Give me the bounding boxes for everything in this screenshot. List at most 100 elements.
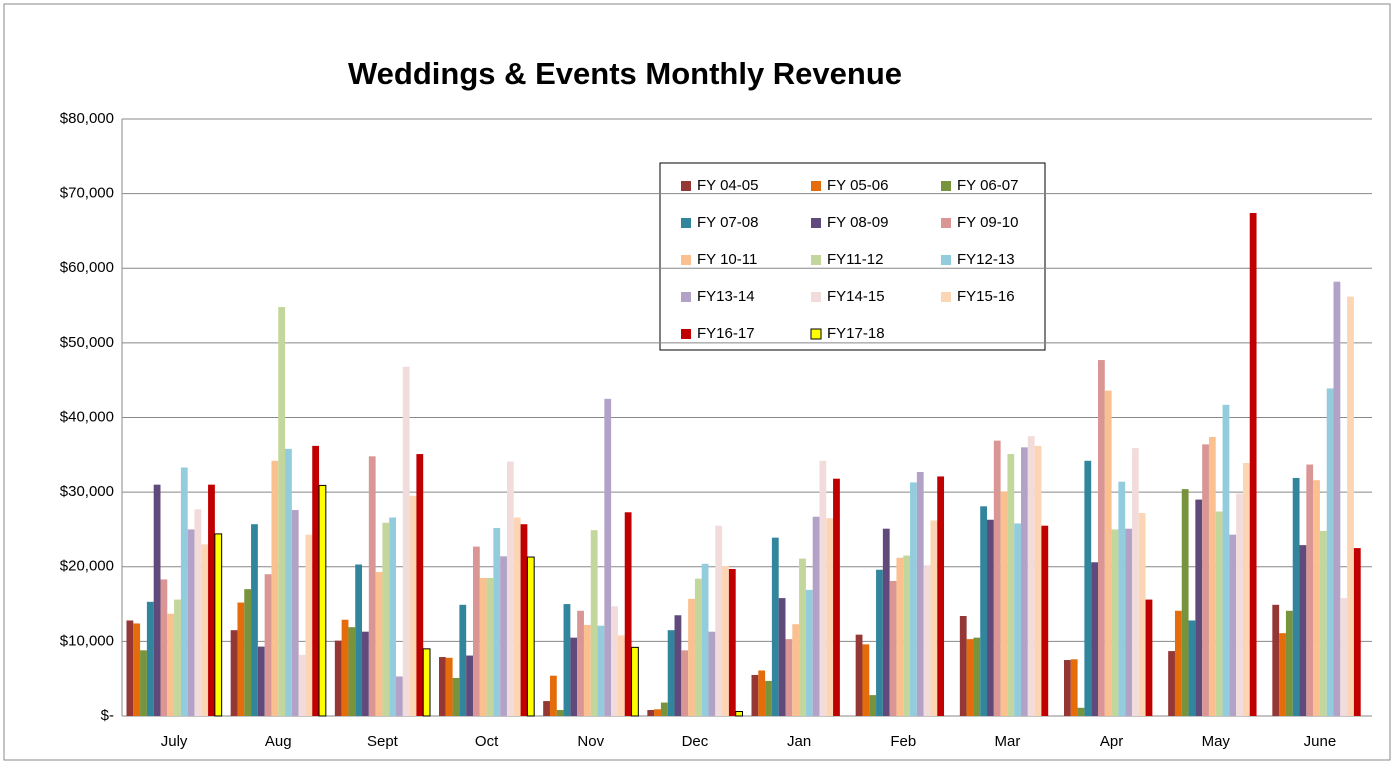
bar bbox=[375, 571, 383, 716]
bar bbox=[765, 680, 772, 716]
bar bbox=[368, 456, 376, 716]
bar bbox=[318, 484, 327, 717]
bar bbox=[694, 578, 702, 716]
bar bbox=[312, 445, 320, 716]
bar bbox=[1340, 598, 1348, 716]
bar bbox=[792, 624, 800, 716]
bar bbox=[980, 506, 988, 716]
bar bbox=[291, 510, 299, 716]
legend-swatch bbox=[811, 292, 821, 302]
bar bbox=[1347, 296, 1354, 716]
bar bbox=[201, 544, 209, 716]
bar bbox=[701, 563, 709, 716]
bar bbox=[1299, 545, 1307, 716]
bar bbox=[251, 524, 258, 716]
bar bbox=[1125, 528, 1132, 716]
bar bbox=[778, 598, 786, 716]
bar bbox=[1285, 610, 1293, 716]
bar bbox=[237, 602, 245, 716]
bar bbox=[334, 640, 342, 716]
bar bbox=[416, 454, 424, 716]
bar bbox=[966, 639, 974, 716]
bar bbox=[1236, 493, 1243, 716]
bar bbox=[1007, 454, 1015, 716]
bar bbox=[452, 677, 460, 716]
bar bbox=[355, 564, 363, 716]
bar bbox=[1188, 620, 1196, 716]
bar bbox=[556, 710, 564, 716]
bar bbox=[382, 522, 390, 716]
bar bbox=[715, 525, 723, 716]
bar bbox=[194, 509, 202, 716]
bar bbox=[305, 534, 313, 716]
legend-swatch bbox=[941, 181, 951, 191]
bar bbox=[869, 695, 877, 716]
bar bbox=[751, 674, 759, 716]
bar bbox=[826, 518, 834, 716]
legend-box bbox=[659, 162, 1046, 351]
bar bbox=[597, 625, 605, 716]
bar bbox=[862, 644, 870, 716]
bar bbox=[812, 516, 820, 716]
legend-label: FY11-12 bbox=[827, 251, 883, 268]
bar bbox=[396, 676, 403, 716]
y-tick-label: $40,000 bbox=[60, 408, 114, 425]
legend-swatch bbox=[941, 255, 951, 265]
bar bbox=[1111, 529, 1119, 716]
chart-title: Weddings & Events Monthly Revenue bbox=[348, 56, 902, 91]
legend-swatch bbox=[810, 328, 822, 340]
bar bbox=[1131, 448, 1139, 716]
bar bbox=[916, 471, 924, 716]
bar bbox=[167, 613, 175, 716]
bar bbox=[937, 476, 945, 716]
legend-swatch bbox=[941, 292, 951, 302]
bar bbox=[1145, 599, 1153, 716]
bar bbox=[543, 701, 550, 716]
legend-label: FY14-15 bbox=[827, 288, 885, 305]
y-tick-label: $80,000 bbox=[60, 110, 114, 127]
bar bbox=[1064, 660, 1071, 716]
bar bbox=[1091, 562, 1098, 716]
bar bbox=[577, 610, 584, 716]
bar bbox=[341, 619, 349, 716]
bar bbox=[1313, 480, 1320, 716]
bar bbox=[758, 670, 766, 716]
bar bbox=[674, 615, 682, 716]
legend-label: FY13-14 bbox=[697, 288, 755, 305]
bar bbox=[214, 533, 223, 717]
y-tick-label: $10,000 bbox=[60, 632, 114, 649]
bar bbox=[1333, 281, 1341, 716]
x-tick-label: July bbox=[161, 733, 188, 750]
x-tick-label: Sept bbox=[367, 733, 399, 750]
bar bbox=[1041, 525, 1049, 716]
bar bbox=[805, 589, 813, 716]
bar bbox=[987, 519, 994, 716]
legend-label: FY 04-05 bbox=[697, 177, 758, 194]
bar bbox=[735, 711, 744, 717]
legend-swatch bbox=[681, 255, 691, 265]
bar bbox=[479, 577, 487, 716]
x-tick-label: Aug bbox=[265, 733, 292, 750]
y-tick-label: $50,000 bbox=[60, 334, 114, 351]
y-tick-label: $30,000 bbox=[60, 483, 114, 500]
x-tick-label: Mar bbox=[994, 733, 1020, 750]
bar bbox=[472, 546, 480, 716]
bar bbox=[439, 657, 446, 716]
bar bbox=[1181, 489, 1189, 716]
bar bbox=[667, 630, 675, 716]
bar bbox=[590, 530, 598, 716]
bar bbox=[126, 620, 134, 716]
x-tick-label: Feb bbox=[890, 733, 916, 750]
bar bbox=[1215, 511, 1223, 716]
bar bbox=[1000, 491, 1008, 716]
bar bbox=[278, 307, 286, 716]
legend-swatch bbox=[941, 218, 951, 228]
bar bbox=[631, 646, 639, 717]
bar bbox=[257, 646, 265, 716]
legend-label: FY 05-06 bbox=[827, 177, 888, 194]
bar bbox=[1279, 633, 1286, 716]
bar bbox=[896, 557, 904, 716]
bar bbox=[959, 616, 967, 716]
bar bbox=[133, 623, 141, 716]
